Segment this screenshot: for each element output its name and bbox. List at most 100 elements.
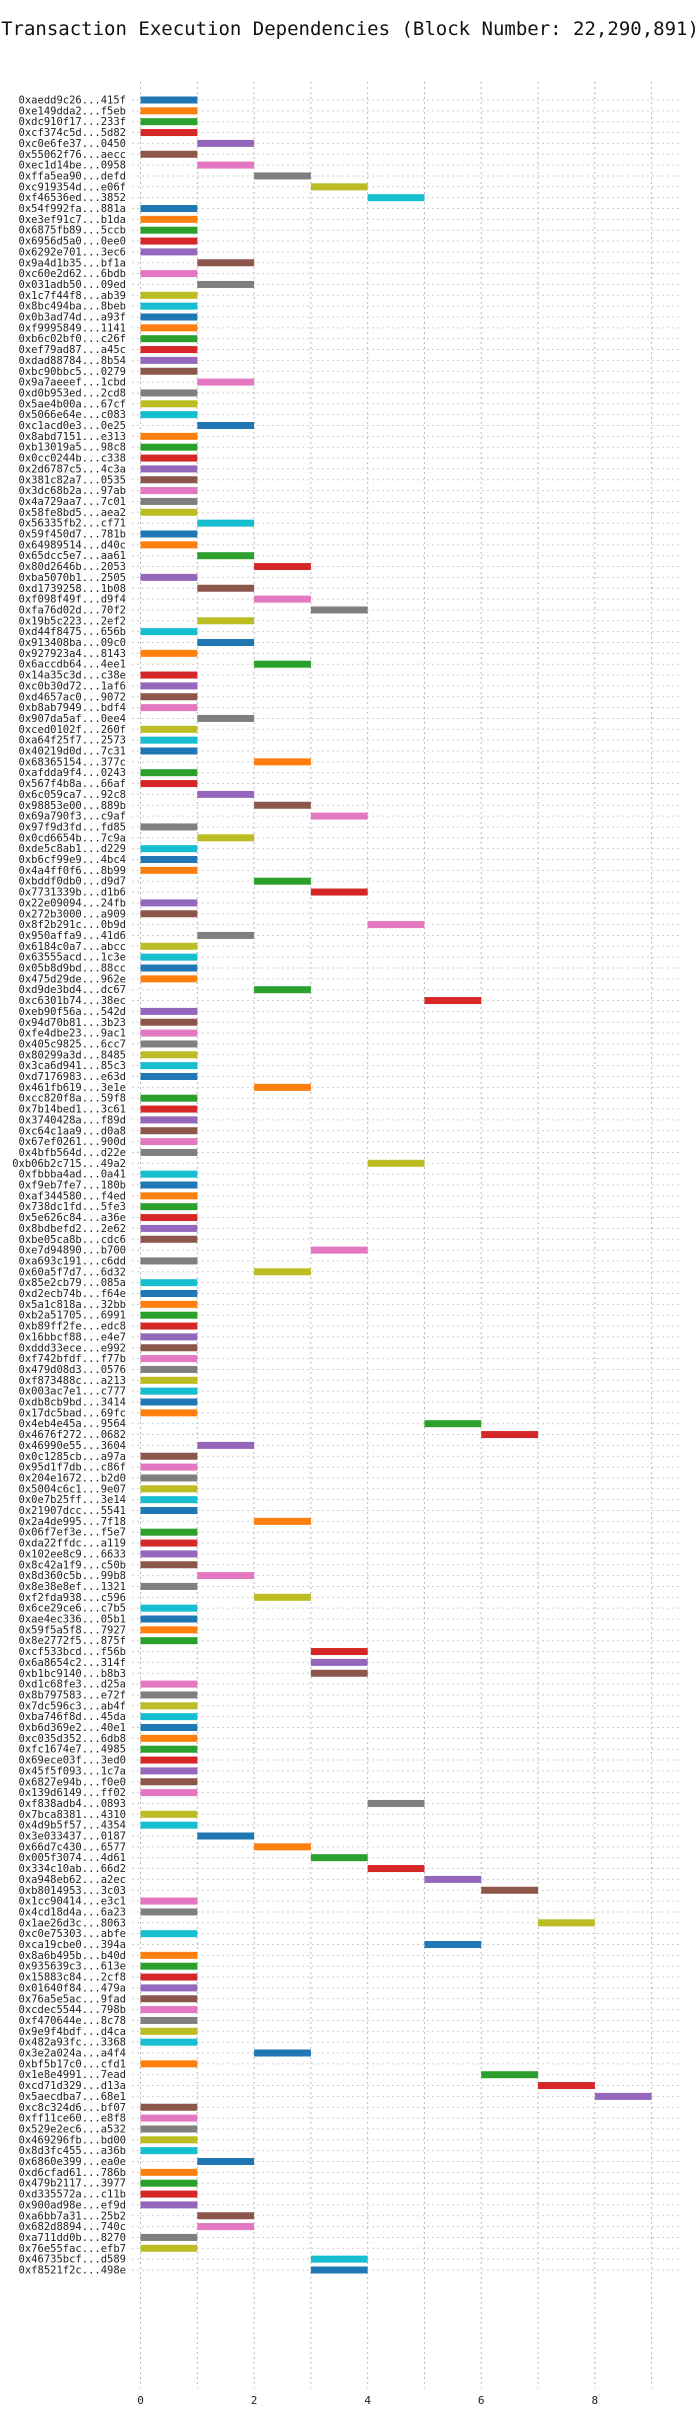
transaction-bar — [140, 1496, 198, 1504]
transaction-bar — [140, 129, 198, 137]
chart-title: Transaction Execution Dependencies (Bloc… — [1, 18, 699, 40]
transaction-label: 0x6860e399...ea0e — [19, 2156, 126, 2168]
transaction-bar — [140, 1105, 198, 1113]
transaction-bar — [140, 1767, 198, 1775]
transaction-bar — [140, 1409, 198, 1417]
transaction-bar — [140, 2006, 198, 2014]
transaction-label: 0x334c10ab...66d2 — [19, 1863, 126, 1875]
transaction-bar — [140, 899, 198, 907]
transaction-bar — [140, 1181, 198, 1189]
transaction-label: 0x913408ba...09c0 — [19, 637, 126, 649]
transaction-bar — [140, 2060, 198, 2068]
transaction-label: 0x3740428a...f89d — [19, 1114, 126, 1126]
transaction-bar — [140, 411, 198, 419]
transaction-label: 0xc6301b74...38ec — [19, 995, 126, 1007]
transaction-bar — [140, 1951, 198, 1959]
transaction-label: 0x1cc90414...e3c1 — [19, 1896, 126, 1908]
transaction-bar — [140, 2038, 198, 2046]
transaction-bar — [197, 617, 255, 625]
transaction-bar — [140, 780, 198, 788]
transaction-label: 0xbf5b17c0...cfd1 — [19, 2058, 126, 2070]
transaction-bar — [140, 628, 198, 636]
transaction-bar — [140, 313, 198, 321]
transaction-label: 0x4a729aa7...7c01 — [19, 496, 126, 508]
transaction-label: 0x8a6b495b...b40d — [19, 1950, 126, 1962]
transaction-bar — [197, 790, 255, 798]
transaction-label: 0x56335fb2...cf71 — [19, 518, 126, 530]
transaction-label: 0x22e09094...24fb — [19, 897, 126, 909]
transaction-label: 0xd0b953ed...2cd8 — [19, 387, 126, 399]
transaction-label: 0x900ad98e...ef9d — [19, 2199, 126, 2211]
transaction-label: 0x8f2b291c...0b9d — [19, 919, 126, 931]
transaction-label: 0x9a4d1b35...bf1a — [19, 257, 126, 269]
transaction-label: 0x64989514...d40c — [19, 539, 126, 551]
transaction-bar — [140, 649, 198, 657]
transaction-label: 0x7b14bed1...3c61 — [19, 1104, 126, 1116]
transaction-bar — [140, 1691, 198, 1699]
transaction-label: 0xde5c8ab1...d229 — [19, 843, 126, 855]
transaction-label: 0x54f992fa...881a — [19, 203, 126, 215]
transaction-bar — [140, 1539, 198, 1547]
transaction-bar — [254, 660, 311, 668]
transaction-label: 0x69a790f3...c9af — [19, 811, 126, 823]
transaction-label: 0x8d3fc455...a36b — [19, 2145, 126, 2157]
transaction-bar — [140, 1561, 198, 1569]
transaction-label: 0xeb90f56a...542d — [19, 1006, 126, 1018]
transaction-bar — [197, 834, 255, 842]
transaction-label: 0xcd71d329...d13a — [19, 2080, 126, 2092]
x-tick-label: 6 — [478, 2394, 485, 2407]
transaction-label: 0xb2a51705...6991 — [19, 1310, 126, 1322]
transaction-label: 0x01640f84...479a — [19, 1982, 126, 1994]
transaction-label: 0x469296fb...bd00 — [19, 2134, 126, 2146]
transaction-bar — [254, 877, 311, 885]
transaction-label: 0xf9eb7fe7...180b — [19, 1180, 126, 1192]
transaction-bar — [140, 671, 198, 679]
transaction-label: 0x69ece03f...3ed0 — [19, 1755, 126, 1767]
transaction-bar — [140, 682, 198, 690]
transaction-label: 0x0b3ad74d...a93f — [19, 312, 126, 324]
transaction-bar — [140, 150, 198, 158]
transaction-bar — [197, 139, 255, 147]
transaction-label: 0x204e1672...b2d0 — [19, 1472, 126, 1484]
transaction-bar — [140, 1528, 198, 1536]
transaction-bar — [140, 541, 198, 549]
transaction-bar — [197, 2158, 255, 2165]
transaction-bar — [140, 1311, 198, 1319]
transaction-label: 0x8bdbefd2...2e62 — [19, 1223, 126, 1235]
transaction-label: 0x461fb619...3e1e — [19, 1082, 126, 1094]
transaction-bar — [140, 96, 198, 104]
transaction-bar — [140, 1908, 198, 1916]
transaction-label: 0xafdda9f4...0243 — [19, 767, 126, 779]
transaction-label: 0x19b5c223...2ef2 — [19, 615, 126, 627]
transaction-bar — [140, 1279, 198, 1287]
transaction-bar — [140, 2168, 198, 2176]
transaction-label: 0xaedd9c26...415f — [19, 95, 126, 107]
transaction-label: 0x5004c6c1...9e07 — [19, 1483, 126, 1495]
transaction-label: 0xba5070b1...2505 — [19, 572, 126, 584]
transaction-label: 0xbe05ca8b...cdc6 — [19, 1234, 126, 1246]
x-tick-labels: 0 2 4 6 8 — [137, 2394, 598, 2407]
transaction-bar — [310, 1648, 368, 1656]
transaction-label: 0x405c9825...6cc7 — [19, 1038, 126, 1050]
transaction-bar — [481, 1431, 539, 1439]
x-tick-label: 0 — [137, 2394, 144, 2407]
transaction-label: 0xe149dda2...f5eb — [19, 105, 126, 117]
transaction-label: 0x76e55fac...efb7 — [19, 2243, 126, 2255]
transaction-bar — [197, 280, 255, 288]
transaction-bar — [538, 1919, 595, 1927]
transaction-bar — [197, 422, 255, 429]
transaction-bar — [254, 2049, 311, 2057]
transaction-label: 0x46990e55...3604 — [19, 1440, 126, 1452]
x-tick-label: 8 — [592, 2394, 599, 2407]
transaction-label: 0xba746f8d...45da — [19, 1711, 126, 1723]
transaction-bar — [140, 1170, 198, 1178]
transaction-bar — [140, 1485, 198, 1493]
transaction-label: 0x40219d0d...7c31 — [19, 746, 126, 758]
transaction-label: 0xca19cbe0...394a — [19, 1939, 126, 1951]
transaction-bar — [140, 1452, 198, 1460]
transaction-bar — [481, 1886, 539, 1894]
transaction-label: 0x5a1c818a...32bb — [19, 1299, 126, 1311]
transaction-label: 0x4676f272...0682 — [19, 1429, 126, 1441]
transaction-bar — [254, 758, 311, 766]
transaction-label: 0xb1bc9140...b8b3 — [19, 1668, 126, 1680]
